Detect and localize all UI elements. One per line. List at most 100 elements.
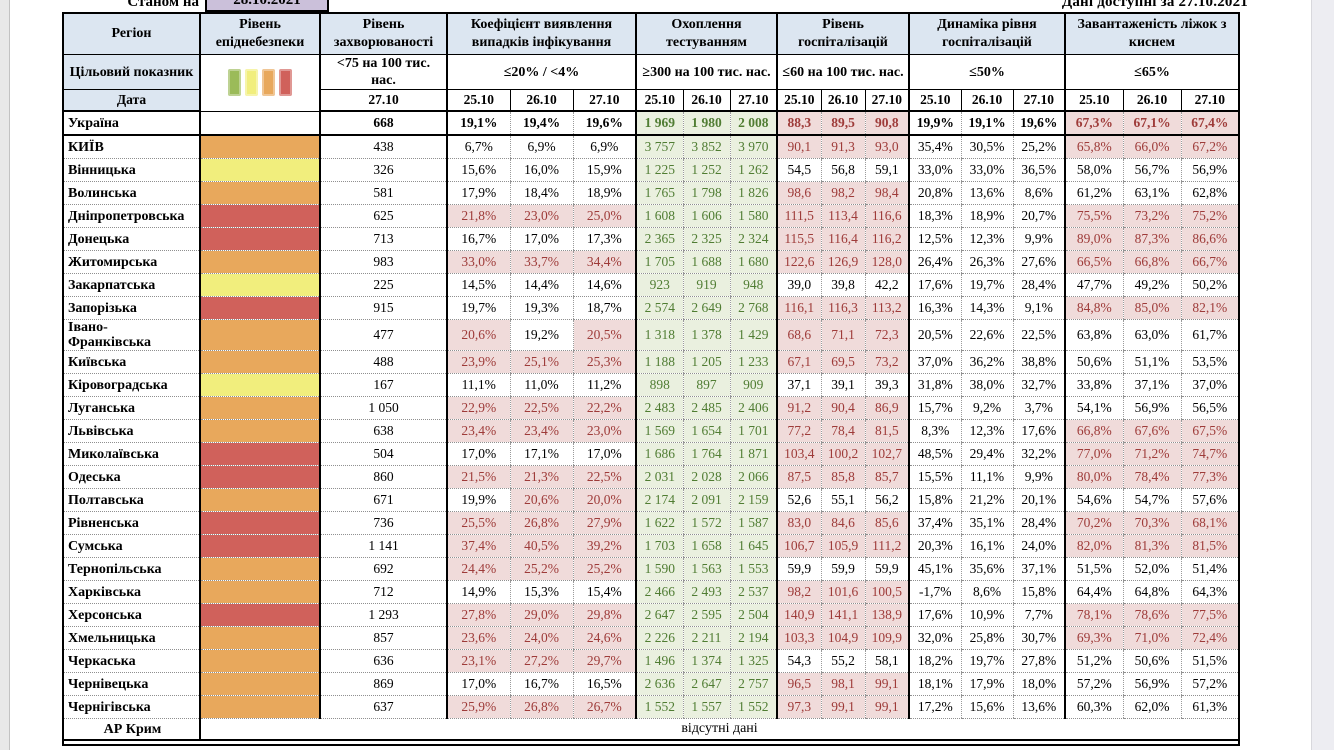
oxygen-cell: 51,1% bbox=[1122, 350, 1181, 374]
detection-cell: 29,8% bbox=[572, 603, 636, 627]
detection-cell: 34,4% bbox=[572, 250, 636, 274]
hospitalization-cell: 106,7 bbox=[776, 534, 821, 558]
table-row: Запорізька 915 19,7% 19,3% 18,7% 2 574 2 649 2 … bbox=[63, 296, 1239, 320]
oxygen-cell: 57,6% bbox=[1180, 488, 1239, 512]
oxygen-cell: 66,8% bbox=[1122, 250, 1181, 274]
dynamics-cell: 15,7% bbox=[908, 396, 961, 420]
target-row-label: Цільовий показник bbox=[62, 54, 201, 90]
detection-cell: 25,2% bbox=[572, 557, 636, 581]
detection-cell: 39,2% bbox=[572, 534, 636, 558]
oxygen-cell: 57,2% bbox=[1180, 672, 1239, 696]
region-cell: Закарпатська bbox=[63, 273, 200, 297]
dynamics-cell: 36,2% bbox=[960, 350, 1013, 374]
dynamics-cell: -1,7% bbox=[908, 580, 961, 604]
table-row-no-data: АР Крим відсутні дані bbox=[63, 718, 1239, 741]
oxygen-cell: 81,3% bbox=[1122, 534, 1181, 558]
dynamics-cell: 22,5% bbox=[1012, 319, 1065, 351]
testing-cell: 1 233 bbox=[729, 350, 777, 374]
dynamics-cell: 35,4% bbox=[908, 134, 961, 159]
hospitalization-cell: 67,1 bbox=[776, 350, 821, 374]
dynamics-cell: 35,6% bbox=[960, 557, 1013, 581]
testing-cell: 1 765 bbox=[635, 181, 683, 205]
oxygen-cell: 60,3% bbox=[1064, 695, 1123, 719]
dynamics-cell: 15,6% bbox=[960, 695, 1013, 719]
dynamics-cell: 38,0% bbox=[960, 373, 1013, 397]
region-cell: АР Крим bbox=[63, 718, 200, 741]
hospitalization-cell: 96,5 bbox=[776, 672, 821, 696]
hospitalization-cell: 69,5 bbox=[820, 350, 865, 374]
oxygen-cell: 61,2% bbox=[1064, 181, 1123, 205]
region-cell: Полтавська bbox=[63, 488, 200, 512]
detection-cell: 26,7% bbox=[572, 695, 636, 719]
oxygen-cell: 54,7% bbox=[1122, 488, 1181, 512]
oxygen-cell: 56,9% bbox=[1122, 672, 1181, 696]
detection-cell: 22,9% bbox=[446, 396, 510, 420]
date-cell: 26.10 bbox=[682, 89, 731, 112]
hospitalization-cell: 86,9 bbox=[864, 396, 909, 420]
testing-cell: 1 378 bbox=[682, 319, 730, 351]
dynamics-cell: 13,6% bbox=[1012, 695, 1065, 719]
dynamics-cell: 16,3% bbox=[908, 296, 961, 320]
dynamics-cell: 26,4% bbox=[908, 250, 961, 274]
target-testing: ≥300 на 100 тис. нас. bbox=[635, 54, 778, 90]
detection-cell: 17,0% bbox=[446, 672, 510, 696]
oxygen-cell: 68,1% bbox=[1180, 511, 1239, 535]
oxygen-cell: 56,9% bbox=[1122, 396, 1181, 420]
hospitalization-cell: 105,9 bbox=[820, 534, 865, 558]
danger-level-cell bbox=[199, 110, 320, 136]
target-oxygen: ≤65% bbox=[1064, 54, 1240, 90]
oxygen-cell: 56,9% bbox=[1180, 158, 1239, 182]
dynamics-cell: 31,8% bbox=[908, 373, 961, 397]
oxygen-cell: 84,8% bbox=[1064, 296, 1123, 320]
dynamics-cell: 15,8% bbox=[908, 488, 961, 512]
no-data-cell: відсутні дані bbox=[199, 718, 1239, 741]
danger-level-cell bbox=[199, 273, 320, 297]
oxygen-cell: 77,3% bbox=[1180, 465, 1239, 489]
danger-level-cell bbox=[199, 695, 320, 719]
dynamics-cell: 28,4% bbox=[1012, 273, 1065, 297]
dynamics-cell: 17,9% bbox=[960, 672, 1013, 696]
testing-cell: 1 572 bbox=[682, 511, 730, 535]
detection-cell: 16,5% bbox=[572, 672, 636, 696]
danger-level-cell bbox=[199, 350, 320, 374]
dynamics-cell: 17,6% bbox=[1012, 419, 1065, 443]
table-row: Кіровоградська 167 11,1% 11,0% 11,2% 898 897 90… bbox=[63, 373, 1239, 397]
dynamics-cell: 32,7% bbox=[1012, 373, 1065, 397]
testing-cell: 2 466 bbox=[635, 580, 683, 604]
detection-cell: 11,2% bbox=[572, 373, 636, 397]
clipped-row bbox=[63, 740, 1239, 745]
detection-cell: 19,7% bbox=[446, 296, 510, 320]
detection-cell: 17,0% bbox=[509, 227, 573, 251]
detection-cell: 22,5% bbox=[572, 465, 636, 489]
date-cell: 27.10 bbox=[1012, 89, 1066, 112]
danger-level-cell bbox=[199, 158, 320, 182]
testing-cell: 1 654 bbox=[682, 419, 730, 443]
region-cell: Одеська bbox=[63, 465, 200, 489]
danger-level-cell bbox=[199, 419, 320, 443]
incidence-cell: 167 bbox=[319, 373, 447, 397]
hospitalization-cell: 111,5 bbox=[776, 204, 821, 228]
hospitalization-cell: 98,4 bbox=[864, 181, 909, 205]
hospitalization-cell: 128,0 bbox=[864, 250, 909, 274]
oxygen-cell: 75,5% bbox=[1064, 204, 1123, 228]
hospitalization-cell: 99,1 bbox=[820, 695, 865, 719]
testing-cell: 2 649 bbox=[682, 296, 730, 320]
testing-cell: 1 205 bbox=[682, 350, 730, 374]
detection-cell: 23,6% bbox=[446, 626, 510, 650]
detection-cell: 17,9% bbox=[446, 181, 510, 205]
dynamics-cell: 37,1% bbox=[1012, 557, 1065, 581]
oxygen-cell: 65,8% bbox=[1064, 134, 1123, 159]
right-scrollbar[interactable] bbox=[1311, 0, 1334, 750]
oxygen-cell: 52,0% bbox=[1122, 557, 1181, 581]
hospitalization-cell: 83,0 bbox=[776, 511, 821, 535]
danger-level-cell bbox=[199, 227, 320, 251]
testing-cell: 2 159 bbox=[729, 488, 777, 512]
dynamics-cell: 37,0% bbox=[908, 350, 961, 374]
hospitalization-cell: 54,5 bbox=[776, 158, 821, 182]
detection-cell: 25,9% bbox=[446, 695, 510, 719]
oxygen-cell: 70,3% bbox=[1122, 511, 1181, 535]
testing-cell: 2 647 bbox=[635, 603, 683, 627]
detection-cell: 27,2% bbox=[509, 649, 573, 673]
testing-cell: 1 980 bbox=[682, 110, 730, 136]
detection-cell: 20,6% bbox=[446, 319, 510, 351]
